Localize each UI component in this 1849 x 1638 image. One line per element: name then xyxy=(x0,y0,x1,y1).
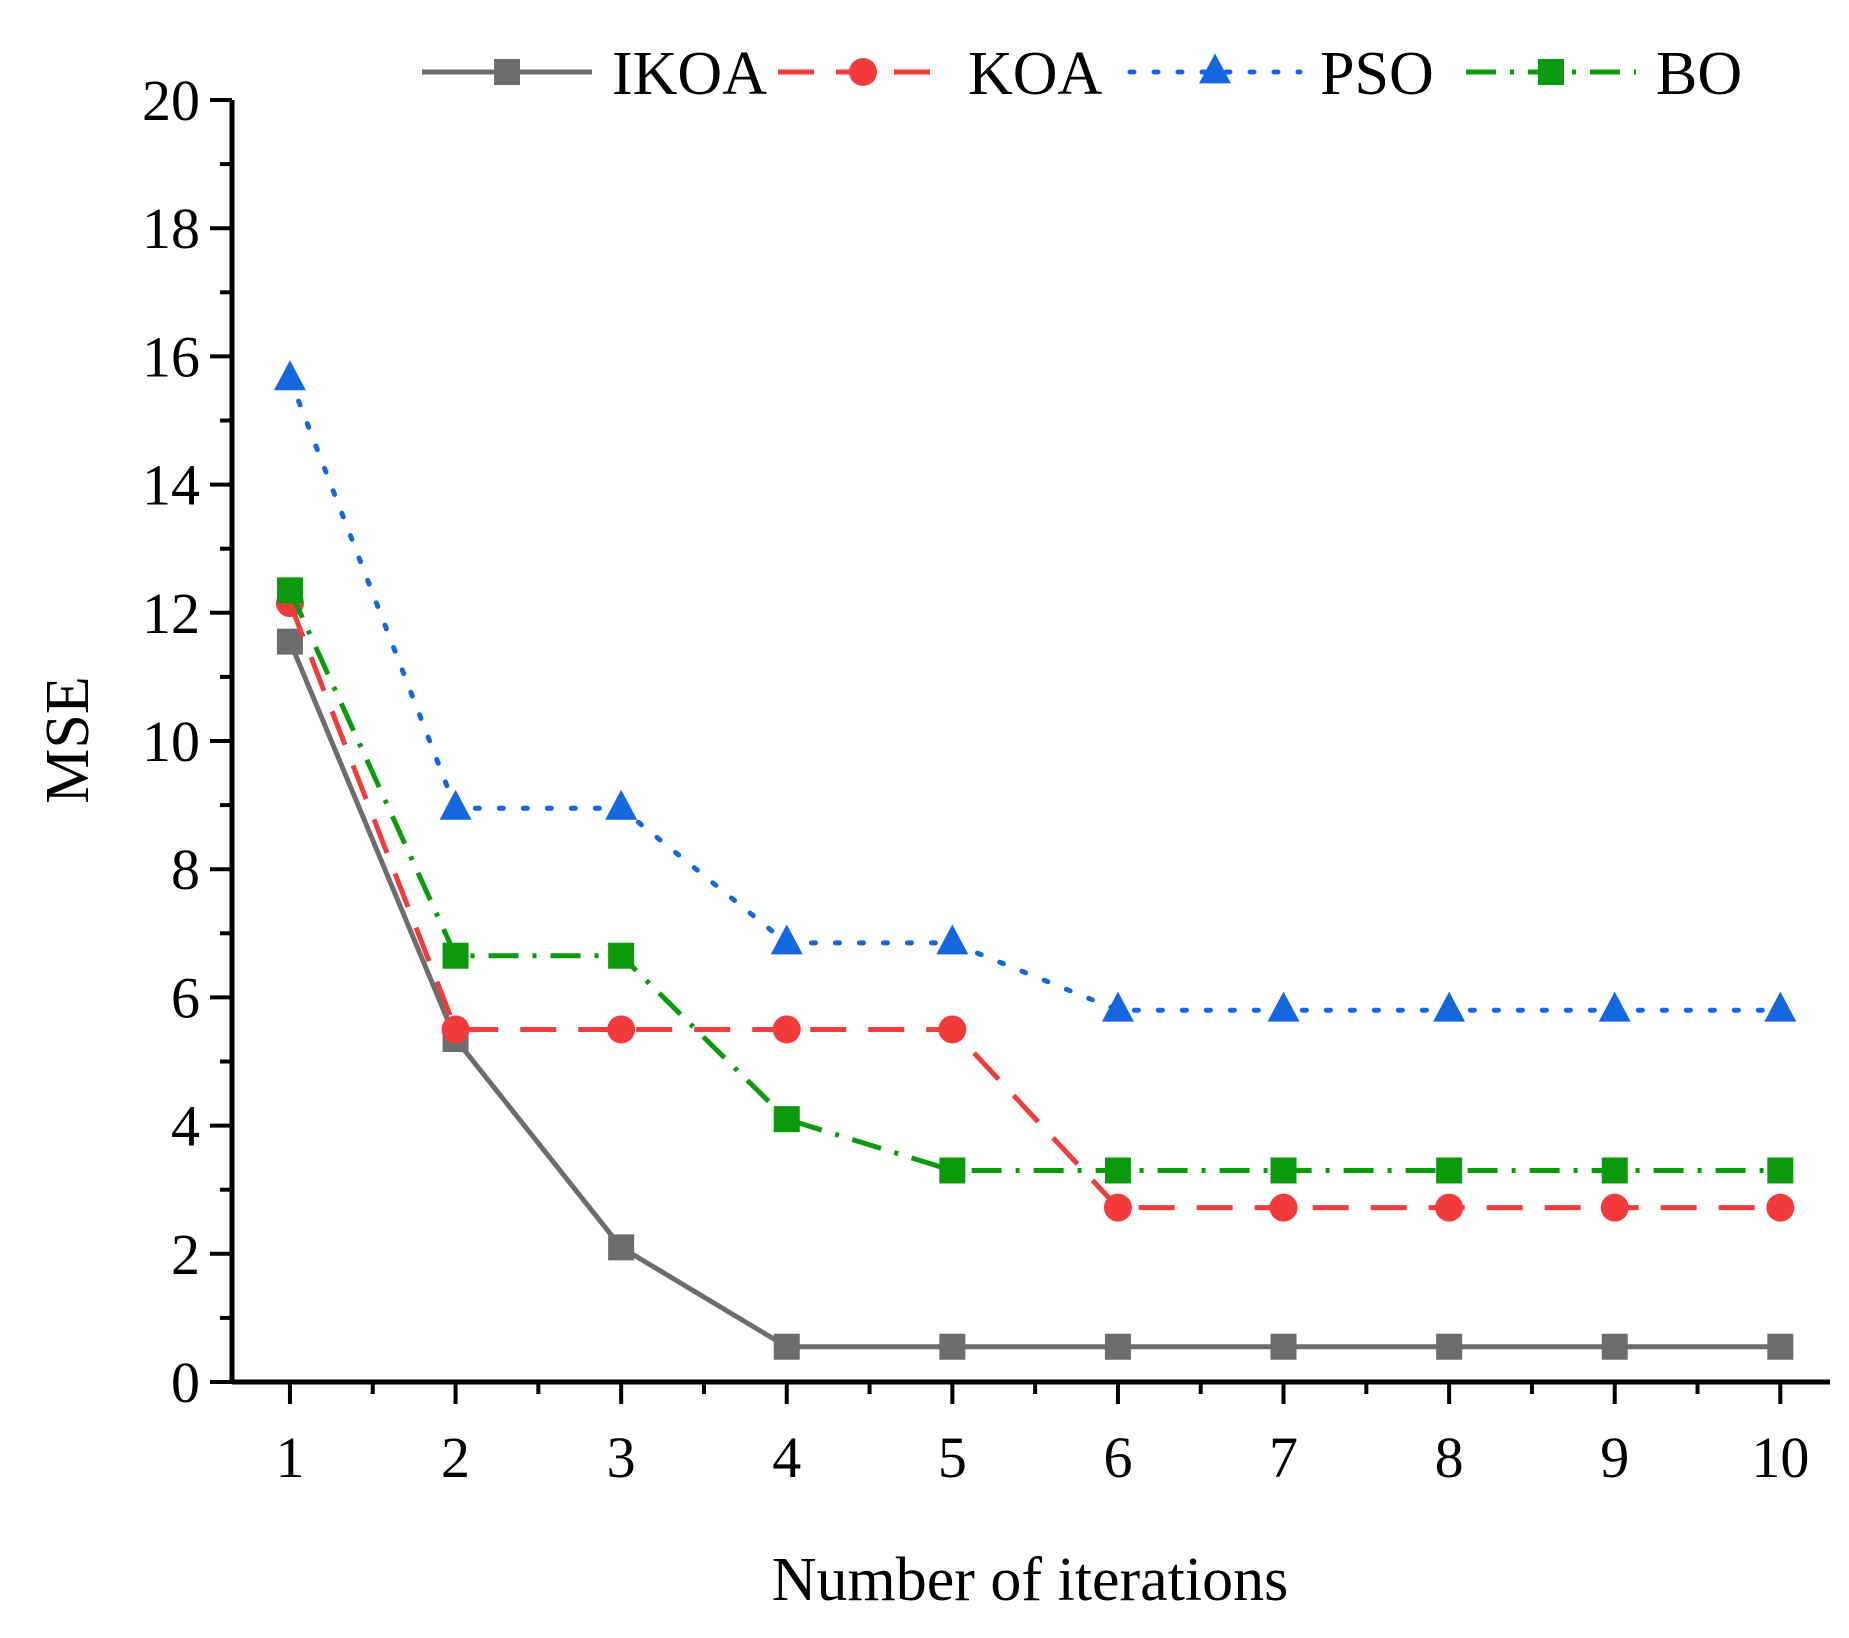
x-tick-label: 10 xyxy=(1751,1425,1809,1490)
y-tick-label: 12 xyxy=(142,581,200,646)
x-tick-label: 2 xyxy=(441,1425,470,1490)
x-tick-label: 3 xyxy=(607,1425,636,1490)
data-point-bo xyxy=(1436,1157,1463,1184)
data-point-koa xyxy=(1103,1193,1132,1222)
y-tick-label: 16 xyxy=(142,324,200,389)
x-tick-label: 7 xyxy=(1269,1425,1298,1490)
x-tick-label: 9 xyxy=(1600,1425,1629,1490)
data-point-ikoa xyxy=(1601,1333,1628,1360)
data-point-koa xyxy=(607,1015,636,1044)
x-tick-label: 1 xyxy=(275,1425,304,1490)
data-point-ikoa xyxy=(608,1234,635,1261)
data-point-bo xyxy=(1104,1157,1131,1184)
x-tick-label: 4 xyxy=(772,1425,801,1490)
x-tick-label: 6 xyxy=(1103,1425,1132,1490)
data-point-bo xyxy=(276,577,303,604)
data-point-pso xyxy=(1433,991,1466,1022)
data-point-koa xyxy=(1435,1193,1464,1222)
data-point-bo xyxy=(1767,1157,1794,1184)
legend-marker-koa xyxy=(849,58,877,86)
data-point-ikoa xyxy=(1767,1333,1794,1360)
series-pso xyxy=(273,360,1797,1022)
series-line-ikoa xyxy=(287,640,1781,1350)
data-point-bo xyxy=(442,942,469,969)
x-tick-label: 5 xyxy=(938,1425,967,1490)
data-point-pso xyxy=(1267,991,1300,1022)
x-axis-title: Number of iterations xyxy=(772,1546,1289,1614)
x-tick-label: 8 xyxy=(1435,1425,1464,1490)
data-point-koa xyxy=(938,1015,967,1044)
data-point-bo xyxy=(1270,1157,1297,1184)
series-ikoa xyxy=(276,628,1794,1360)
series-line-pso xyxy=(287,376,1783,1013)
series-koa xyxy=(275,589,1795,1222)
legend-label-pso: PSO xyxy=(1320,40,1434,108)
data-point-bo xyxy=(1601,1157,1628,1184)
data-point-koa xyxy=(441,1015,470,1044)
data-point-koa xyxy=(772,1015,801,1044)
data-point-pso xyxy=(1598,991,1631,1022)
data-point-pso xyxy=(1764,991,1797,1022)
data-point-ikoa xyxy=(1270,1333,1297,1360)
legend: IKOA KOA PSO BO xyxy=(422,40,1742,108)
series-line-koa xyxy=(287,602,1781,1211)
y-tick-label: 6 xyxy=(171,965,200,1030)
data-point-ikoa xyxy=(1436,1333,1463,1360)
data-point-pso xyxy=(770,924,803,955)
y-tick-label: 10 xyxy=(142,709,200,774)
legend-label-ikoa: IKOA xyxy=(612,40,767,108)
y-tick-label: 18 xyxy=(142,196,200,261)
y-axis-title: MSE xyxy=(34,676,102,803)
data-point-bo xyxy=(939,1157,966,1184)
data-point-bo xyxy=(608,942,635,969)
data-point-ikoa xyxy=(939,1333,966,1360)
legend-label-bo: BO xyxy=(1656,40,1742,108)
data-point-pso xyxy=(605,789,638,820)
data-point-ikoa xyxy=(1104,1333,1131,1360)
legend-marker-ikoa xyxy=(494,59,520,85)
data-point-koa xyxy=(1269,1193,1298,1222)
series-line-bo xyxy=(287,589,1781,1173)
y-tick-label: 4 xyxy=(171,1094,200,1159)
legend-item-ikoa: IKOA xyxy=(422,40,767,108)
legend-item-bo: BO xyxy=(1466,40,1742,108)
axes-layer: Number of iterations MSE 024681012141618… xyxy=(34,68,1830,1614)
data-point-koa xyxy=(1766,1193,1795,1222)
data-point-pso xyxy=(936,924,969,955)
y-tick-label: 0 xyxy=(171,1350,200,1415)
legend-item-koa: KOA xyxy=(778,40,1103,108)
data-point-bo xyxy=(773,1106,800,1133)
series-bo xyxy=(276,577,1794,1184)
data-point-pso xyxy=(273,360,306,391)
data-point-ikoa xyxy=(276,628,303,655)
legend-label-koa: KOA xyxy=(968,40,1103,108)
legend-marker-pso xyxy=(1199,53,1231,84)
data-point-koa xyxy=(1600,1193,1629,1222)
data-point-ikoa xyxy=(773,1333,800,1360)
y-tick-label: 20 xyxy=(142,68,200,133)
data-point-pso xyxy=(439,789,472,820)
legend-marker-bo xyxy=(1538,59,1564,85)
legend-item-pso: PSO xyxy=(1127,40,1434,108)
plot-layer xyxy=(273,360,1797,1360)
data-point-pso xyxy=(1101,991,1134,1022)
y-tick-label: 8 xyxy=(171,837,200,902)
y-tick-label: 14 xyxy=(142,453,200,518)
y-tick-label: 2 xyxy=(171,1222,200,1287)
